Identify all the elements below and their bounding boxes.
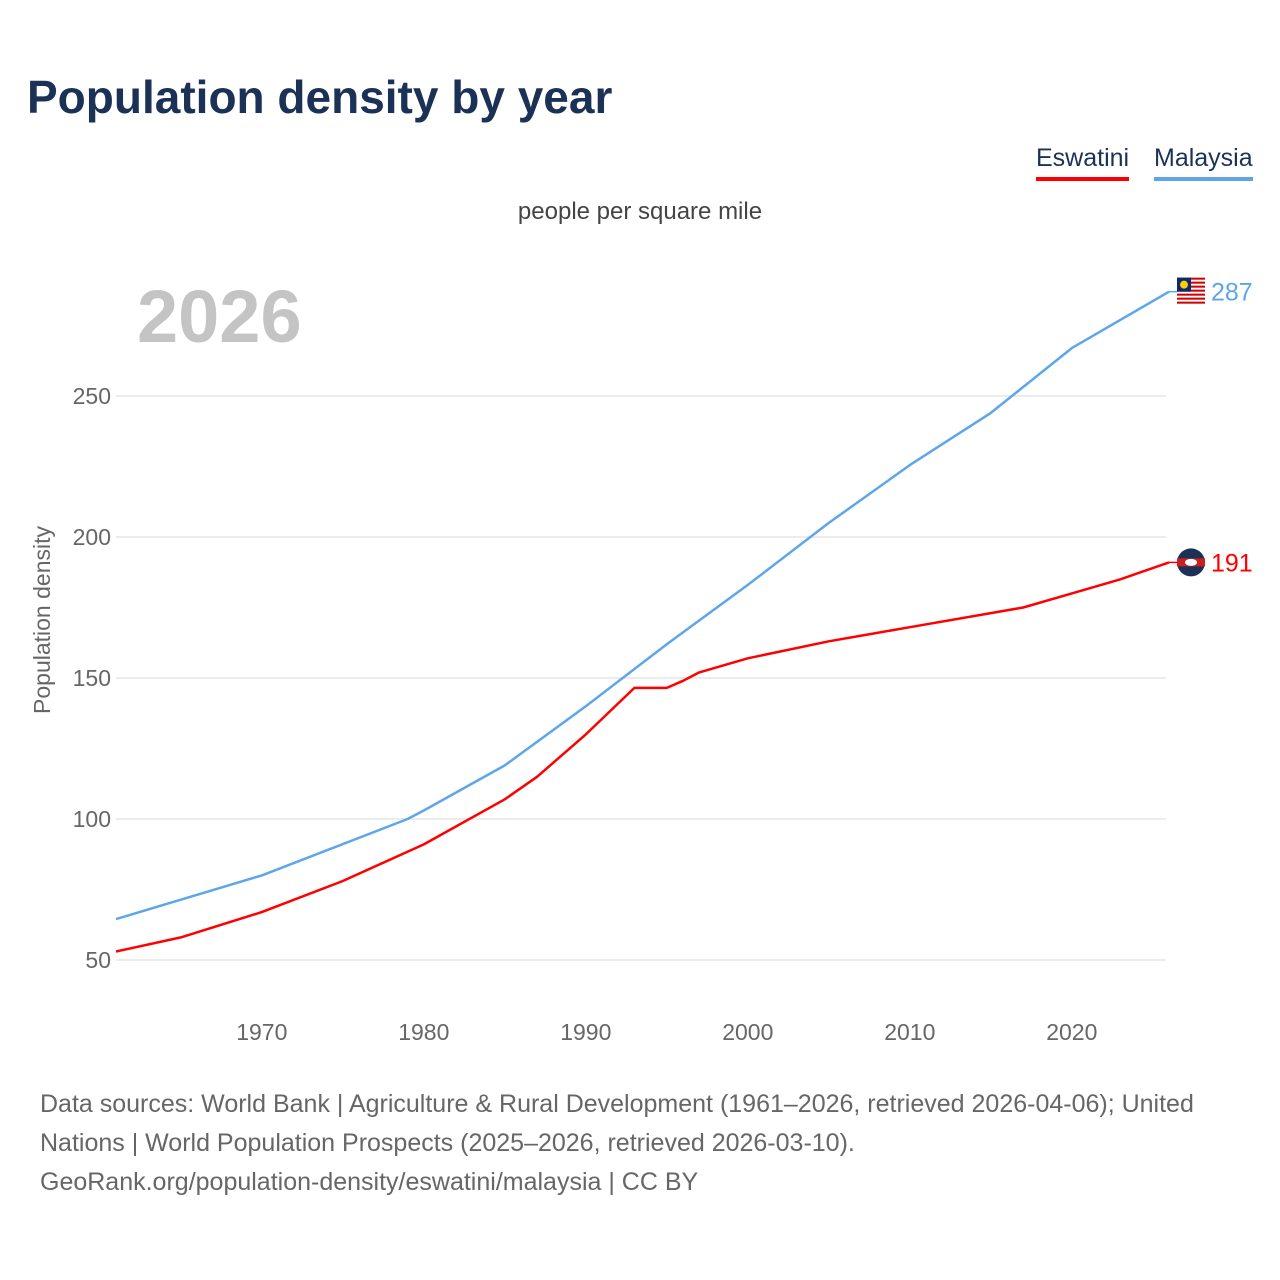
y-tick-label: 150 bbox=[73, 665, 111, 691]
x-tick-label: 1990 bbox=[560, 1019, 611, 1045]
source-line-1: Data sources: World Bank | Agriculture &… bbox=[40, 1090, 1194, 1118]
flag-stripe bbox=[1177, 293, 1205, 296]
end-value-label: 287 bbox=[1211, 279, 1253, 307]
x-tick-label: 1970 bbox=[236, 1019, 287, 1045]
source-line-2: Nations | World Population Prospects (20… bbox=[40, 1129, 855, 1157]
y-tick-label: 200 bbox=[73, 524, 111, 550]
y-tick-label: 100 bbox=[73, 806, 111, 832]
chart-title: Population density by year bbox=[27, 71, 613, 123]
flag-shield bbox=[1185, 558, 1197, 566]
legend-malaysia[interactable]: Malaysia bbox=[1154, 144, 1253, 181]
footer: Data sources: World Bank | Agriculture &… bbox=[40, 1085, 1250, 1202]
source-link[interactable]: GeoRank.org/population-density/eswatini/… bbox=[40, 1168, 699, 1196]
legend-eswatini[interactable]: Eswatini bbox=[1036, 144, 1130, 181]
x-tick-label: 2020 bbox=[1046, 1019, 1097, 1045]
y-axis-label: Population density bbox=[29, 526, 55, 714]
year-label: 2026 bbox=[137, 275, 302, 358]
x-tick-label: 2010 bbox=[884, 1019, 935, 1045]
x-tick-label: 2000 bbox=[722, 1019, 773, 1045]
end-value-label: 191 bbox=[1211, 549, 1253, 577]
series-line-eswatini bbox=[115, 561, 1170, 953]
y-tick-label: 50 bbox=[85, 947, 111, 973]
flag-stripe bbox=[1177, 301, 1205, 304]
flag-crescent bbox=[1180, 280, 1188, 289]
chart-subtitle: people per square mile bbox=[517, 198, 763, 225]
x-tick-label: 1980 bbox=[398, 1019, 449, 1045]
y-tick-label: 250 bbox=[73, 383, 111, 409]
flag-stripe bbox=[1177, 297, 1205, 300]
series-line-malaysia bbox=[115, 290, 1170, 921]
